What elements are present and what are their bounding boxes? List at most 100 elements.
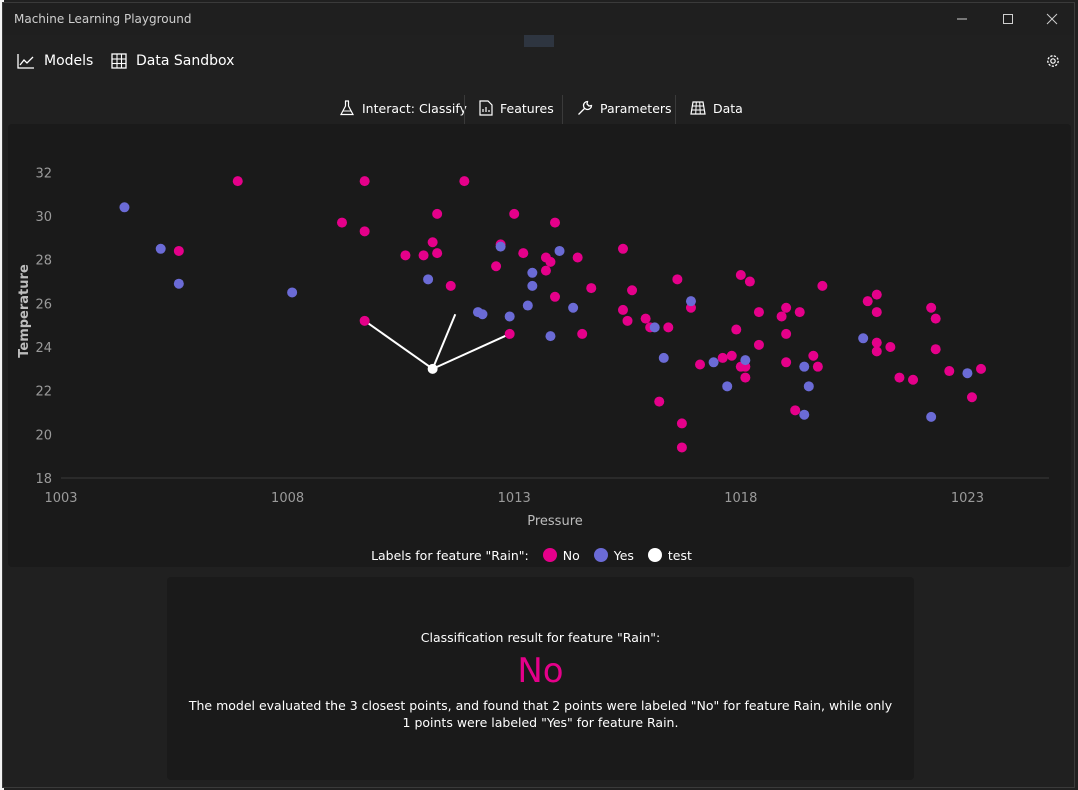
legend-title: Labels for feature "Rain": [371, 547, 529, 563]
data-point-no [663, 322, 674, 333]
data-point-yes [119, 202, 130, 213]
data-point-no [232, 176, 243, 187]
tab-data[interactable]: Data [690, 93, 743, 123]
data-point-no [781, 302, 792, 313]
gear-icon [1047, 55, 1059, 67]
data-point-no [617, 243, 628, 254]
data-point-no [976, 363, 987, 374]
data-point-no [871, 307, 882, 318]
data-point-no [509, 208, 520, 219]
data-point-yes [799, 409, 810, 420]
data-point-yes [799, 361, 810, 372]
data-point-no [781, 357, 792, 368]
result-heading: Classification result for feature "Rain"… [420, 630, 661, 645]
data-point-no [726, 350, 737, 361]
close-icon [1046, 13, 1058, 25]
data-point-no [336, 217, 347, 228]
data-point-yes [658, 352, 669, 363]
data-point-no [640, 313, 651, 324]
data-point-no [432, 208, 443, 219]
data-point-no [790, 405, 801, 416]
data-point-yes [722, 381, 733, 392]
x-tick-label: 1013 [498, 491, 531, 506]
data-point-yes [740, 355, 751, 366]
maximize-button[interactable] [985, 3, 1031, 35]
test-point [427, 363, 438, 374]
data-point-no [753, 339, 764, 350]
title-bar[interactable]: Machine Learning Playground [3, 3, 1074, 35]
y-tick-label: 24 [35, 341, 52, 356]
scatter-chart[interactable]: 1003 1008 1013 1018 1023 18 20 22 24 26 28 30 32 Pres… [8, 124, 1071, 539]
chart-legend: Labels for feature "Rain": No Yes test [3, 544, 1074, 566]
data-point-yes [858, 333, 869, 344]
x-tick-label: 1018 [724, 491, 757, 506]
data-point-no [753, 307, 764, 318]
top-navigation: Models Data Sandbox [3, 43, 1074, 79]
neighbor-link-line [431, 313, 457, 370]
data-point-no [459, 176, 470, 187]
data-point-yes [527, 267, 538, 278]
nav-item-data-sandbox[interactable]: Data Sandbox [111, 43, 234, 79]
drag-handle[interactable] [524, 35, 554, 47]
minimize-button[interactable] [939, 3, 985, 35]
data-point-yes [504, 311, 515, 322]
tab-interact-classify[interactable]: Interact: Classify [339, 93, 467, 123]
data-point-no [717, 352, 728, 363]
table-icon [690, 101, 706, 115]
close-button[interactable] [1029, 3, 1075, 35]
nav-item-models[interactable]: Models [17, 43, 93, 79]
x-tick-label: 1023 [951, 491, 984, 506]
legend-swatch-no [542, 548, 557, 562]
data-point-no [418, 250, 429, 261]
data-point-no [432, 248, 443, 259]
y-axis-title: Temperature [17, 264, 32, 358]
data-point-no [908, 374, 919, 385]
data-point-no [427, 237, 438, 248]
data-point-no [622, 315, 633, 326]
legend-item-test: test [647, 548, 692, 563]
data-point-no [491, 261, 502, 272]
tab-label: Features [500, 100, 554, 116]
tab-parameters[interactable]: Parameters [577, 93, 672, 123]
data-point-yes [962, 368, 973, 379]
settings-button[interactable] [1043, 51, 1063, 71]
data-point-no [359, 226, 370, 237]
data-point-no [577, 328, 588, 339]
data-point-no [776, 311, 787, 322]
nav-item-label: Data Sandbox [136, 53, 235, 69]
data-point-no [586, 283, 597, 294]
data-point-no [695, 359, 706, 370]
neighbor-link-line [364, 320, 434, 370]
toolbar-divider [464, 95, 465, 125]
data-point-yes [522, 300, 533, 311]
data-point-yes [155, 243, 166, 254]
data-point-yes [554, 245, 565, 256]
y-tick-label: 22 [35, 385, 52, 400]
data-point-no [540, 265, 551, 276]
y-tick-label: 28 [35, 254, 52, 269]
data-point-yes [649, 322, 660, 333]
legend-item-no: No [542, 548, 580, 563]
y-tick-label: 30 [35, 210, 52, 225]
data-point-no [871, 346, 882, 357]
y-tick-label: 20 [35, 428, 52, 443]
data-point-no [359, 176, 370, 187]
data-point-no [672, 274, 683, 285]
data-point-no [735, 269, 746, 280]
data-point-yes [527, 280, 538, 291]
tab-label: Parameters [600, 100, 672, 116]
data-point-no [504, 328, 515, 339]
neighbor-link-line [432, 333, 511, 370]
x-tick-label: 1003 [44, 491, 77, 506]
tab-features[interactable]: Features [479, 93, 554, 123]
data-point-no [885, 342, 896, 353]
flask-icon [340, 100, 354, 116]
legend-swatch-yes [593, 548, 608, 562]
data-point-yes [708, 357, 719, 368]
data-point-no [740, 372, 751, 383]
data-point-no [944, 366, 955, 377]
data-point-yes [926, 411, 937, 422]
data-point-no [894, 372, 905, 383]
data-point-no [550, 217, 560, 228]
